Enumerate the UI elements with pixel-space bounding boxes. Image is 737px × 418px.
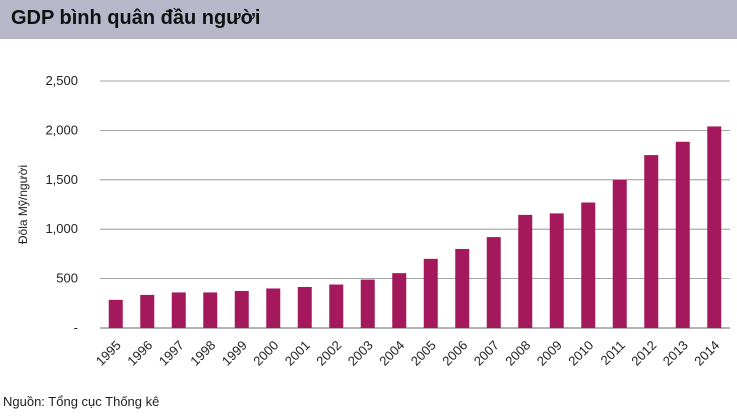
y-tick-label: 500 [56, 271, 78, 286]
x-tick-label: 2014 [691, 338, 722, 369]
x-tick-label: 2006 [439, 338, 470, 369]
bar-2002 [329, 284, 344, 328]
bar-1997 [171, 292, 186, 328]
y-tick-label: 1,000 [45, 221, 78, 236]
bar-1998 [203, 292, 218, 328]
bar-2007 [486, 237, 501, 328]
bar-2014 [707, 126, 722, 328]
y-tick-label: 1,500 [45, 172, 78, 187]
bar-2009 [549, 213, 564, 328]
y-tick-label: - [74, 320, 78, 335]
x-tick-label: 2002 [313, 338, 344, 369]
page-title: GDP bình quân đầu người [11, 7, 261, 29]
source-note: Nguồn: Tổng cục Thống kê [3, 394, 160, 409]
bar-2013 [675, 141, 690, 328]
bar-1995 [108, 299, 123, 328]
y-tick-label: 2,000 [45, 122, 78, 137]
x-tick-label: 1999 [219, 338, 250, 369]
x-tick-label: 1998 [187, 338, 218, 369]
bar-2010 [581, 202, 596, 328]
header-bar: GDP bình quân đầu người [0, 0, 737, 39]
x-tick-label: 2007 [471, 338, 502, 369]
bar-1999 [234, 290, 249, 328]
x-tick-label: 1995 [93, 338, 124, 369]
x-tick-label: 1996 [124, 338, 155, 369]
bar-1996 [140, 294, 155, 328]
y-tick-label: 2,500 [45, 73, 78, 88]
bar-2001 [297, 286, 312, 328]
bar-2012 [644, 155, 659, 328]
grid-lines [100, 80, 730, 329]
bar-2000 [266, 288, 281, 328]
bars [108, 126, 722, 328]
x-tick-label: 2004 [376, 338, 407, 369]
x-tick-label: 2009 [534, 338, 565, 369]
x-tick-label: 2013 [660, 338, 691, 369]
y-tick-labels: - 500 1,000 1,500 2,000 2,500 [45, 73, 78, 335]
x-tick-label: 2011 [597, 338, 627, 368]
bar-2006 [455, 248, 470, 328]
x-tick-label: 2000 [250, 338, 281, 369]
bar-2011 [612, 179, 627, 328]
y-axis-title: Đôla Mỹ/người [16, 165, 30, 244]
x-tick-label: 2005 [408, 338, 439, 369]
x-tick-label: 2012 [628, 338, 659, 369]
bar-2005 [423, 258, 438, 328]
x-tick-label: 2010 [565, 338, 596, 369]
bar-2003 [360, 279, 375, 328]
x-tick-label: 2001 [282, 338, 313, 369]
x-tick-label: 1997 [156, 338, 187, 369]
x-tick-label: 2003 [345, 338, 376, 369]
bar-2004 [392, 273, 407, 328]
bar-2008 [518, 214, 533, 328]
x-tick-labels: 1995 1996 1997 1998 1999 2000 2001 2002 2003 2004… [93, 338, 723, 369]
x-tick-label: 2008 [502, 338, 533, 369]
